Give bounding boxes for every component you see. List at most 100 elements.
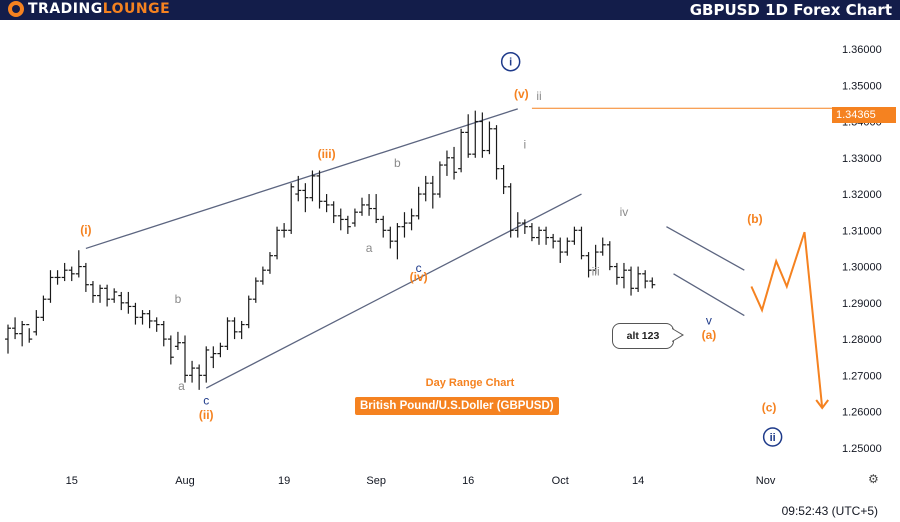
clock: 09:52:43 (UTC+5)	[781, 504, 878, 518]
time-axis[interactable]: 15 Aug 19 Sep 16 Oct 14 Nov	[0, 466, 900, 522]
wave-circle-label: ii	[762, 427, 783, 447]
ohlc-bar	[89, 281, 96, 303]
time-tick-label: Oct	[552, 475, 569, 487]
projection-line	[750, 231, 824, 409]
ohlc-bar	[599, 237, 606, 256]
ohlc-bar	[196, 364, 203, 390]
ohlc-bar	[323, 194, 330, 213]
ohlc-bar	[302, 183, 309, 213]
ohlc-bar	[330, 201, 337, 224]
ohlc-bar	[118, 291, 125, 311]
price-axis[interactable]: 1.360001.350001.340001.330001.320001.310…	[832, 20, 900, 466]
ohlc-bar	[5, 324, 11, 354]
ohlc-bar	[189, 360, 196, 383]
wave-label: (v)	[514, 87, 529, 101]
ohlc-bar	[252, 277, 259, 303]
ohlc-bar	[429, 175, 436, 209]
price-tick-label: 1.36000	[842, 44, 882, 56]
chart-title: GBPUSD 1D Forex Chart	[689, 1, 892, 19]
time-tick-label: 16	[462, 475, 474, 487]
tradinglounge-logo-icon	[8, 1, 24, 17]
wave-label: (b)	[747, 212, 762, 226]
wave-label: ii	[536, 89, 541, 103]
ohlc-bar	[26, 323, 33, 343]
ohlc-bar	[507, 183, 514, 238]
ohlc-bar	[309, 170, 316, 202]
ohlc-bar	[337, 208, 344, 231]
ohlc-bar	[210, 346, 217, 369]
wave-circle-text: ii	[770, 432, 776, 444]
ohlc-bar	[111, 288, 118, 303]
ohlc-bars	[5, 110, 656, 390]
ohlc-bar	[245, 295, 252, 329]
ohlc-bar	[557, 237, 564, 263]
time-tick-label: Sep	[366, 475, 386, 487]
price-tick-label: 1.26000	[842, 407, 882, 419]
ohlc-bar	[606, 241, 613, 271]
time-tick-label: 19	[278, 475, 290, 487]
wave-label: (a)	[702, 328, 717, 342]
wave-label: a	[366, 241, 373, 255]
ohlc-bar	[628, 266, 635, 296]
ohlc-bar	[238, 320, 245, 340]
ohlc-bar	[316, 170, 323, 209]
ohlc-bar	[217, 342, 224, 358]
ohlc-bar	[75, 250, 82, 278]
wave-label: (iv)	[410, 270, 428, 284]
ohlc-bar	[224, 317, 231, 350]
logo-text: TRADINGLOUNGE	[28, 1, 171, 17]
ohlc-bar	[578, 226, 585, 260]
wave-label: a	[178, 379, 185, 393]
ohlc-bar	[104, 284, 111, 307]
time-tick-label: Nov	[756, 475, 776, 487]
gear-icon[interactable]: ⚙	[868, 472, 879, 486]
ohlc-bar	[458, 128, 465, 173]
header-bar: TRADINGLOUNGE GBPUSD 1D Forex Chart	[0, 0, 900, 20]
ohlc-bar	[33, 310, 40, 336]
ohlc-bar	[585, 252, 592, 278]
wave-label: b	[394, 156, 401, 170]
current-price-tag: 1.34365	[832, 107, 896, 123]
wave-label: iii	[592, 265, 600, 279]
chart-range-caption: Day Range Chart	[425, 377, 515, 389]
time-tick-label: Aug	[175, 475, 195, 487]
alt-count-callout: alt 123	[612, 323, 674, 349]
wave-label: i	[524, 138, 527, 152]
ohlc-bar	[12, 317, 19, 340]
ohlc-bar	[19, 320, 26, 347]
price-tick-label: 1.27000	[842, 370, 882, 382]
projection-path	[750, 231, 830, 410]
ohlc-bar	[493, 125, 500, 180]
wave-label: iv	[620, 205, 629, 219]
ohlc-bar	[394, 223, 401, 260]
ohlc-bar	[422, 175, 429, 202]
ohlc-bar	[231, 317, 238, 340]
ohlc-bar	[139, 310, 146, 325]
ohlc-bar	[620, 262, 627, 289]
ohlc-bar	[97, 284, 104, 303]
wave-circle	[762, 427, 783, 447]
ohlc-bar	[592, 244, 599, 274]
ohlc-bar	[514, 212, 521, 238]
wave-circle-label: i	[500, 51, 521, 72]
trendline-wedge-lower	[673, 273, 745, 317]
ohlc-bar	[40, 295, 47, 321]
ohlc-bar	[564, 237, 571, 256]
ohlc-bar	[613, 262, 620, 285]
price-tick-label: 1.28000	[842, 334, 882, 346]
chart-area[interactable]: (i)bac(ii)(iii)bac(iv)(v) iiiiviiiv(a)(b)…	[0, 20, 832, 466]
ohlc-bar	[54, 270, 61, 285]
ohlc-bar	[642, 270, 649, 289]
ohlc-bar	[61, 262, 68, 282]
ohlc-bar	[443, 150, 450, 176]
wave-label: c	[203, 393, 209, 407]
time-tick-label: 14	[632, 475, 644, 487]
ohlc-bar	[160, 320, 167, 347]
ohlc-bar	[281, 223, 288, 238]
price-tick-label: 1.32000	[842, 189, 882, 201]
ohlc-bar	[550, 233, 557, 249]
ohlc-bar	[351, 208, 358, 227]
tradinglounge-logo: TRADINGLOUNGE	[8, 1, 170, 17]
ohlc-bar	[366, 194, 373, 216]
ohlc-bar	[203, 346, 210, 383]
